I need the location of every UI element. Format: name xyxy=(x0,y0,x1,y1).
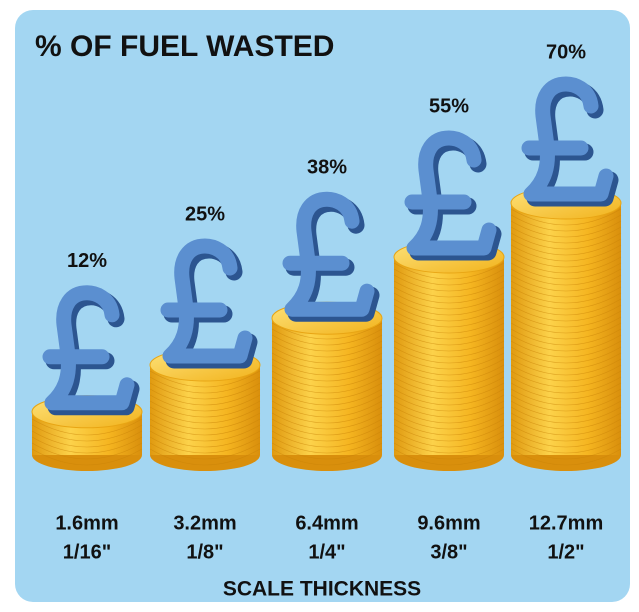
page: {"chart_data": {"type": "bar", "title": … xyxy=(0,0,639,607)
x-tick-label: 1.6mm xyxy=(55,512,118,534)
value-label: 25% xyxy=(185,203,225,225)
x-tick-label: 9.6mm xyxy=(417,512,480,534)
x-axis-label: SCALE THICKNESS xyxy=(223,578,421,601)
value-label: 55% xyxy=(429,95,469,117)
value-label: 38% xyxy=(307,156,347,178)
chart: % OF FUEL WASTED SCALE THICKNESS 12% 1.6m… xyxy=(0,0,639,607)
bar xyxy=(394,257,504,455)
x-tick-label: 3.2mm xyxy=(173,512,236,534)
x-tick-label: 12.7mm xyxy=(529,512,604,534)
x-tick-label: 1/2" xyxy=(547,541,584,563)
x-tick-label: 6.4mm xyxy=(295,512,358,534)
x-tick-label: 1/8" xyxy=(186,541,223,563)
x-tick-label: 1/4" xyxy=(308,541,345,563)
value-label: 70% xyxy=(546,41,586,63)
x-tick-label: 1/16" xyxy=(63,541,111,563)
value-label: 12% xyxy=(67,250,107,272)
chart-title: % OF FUEL WASTED xyxy=(35,30,334,63)
x-tick-label: 3/8" xyxy=(430,541,467,563)
